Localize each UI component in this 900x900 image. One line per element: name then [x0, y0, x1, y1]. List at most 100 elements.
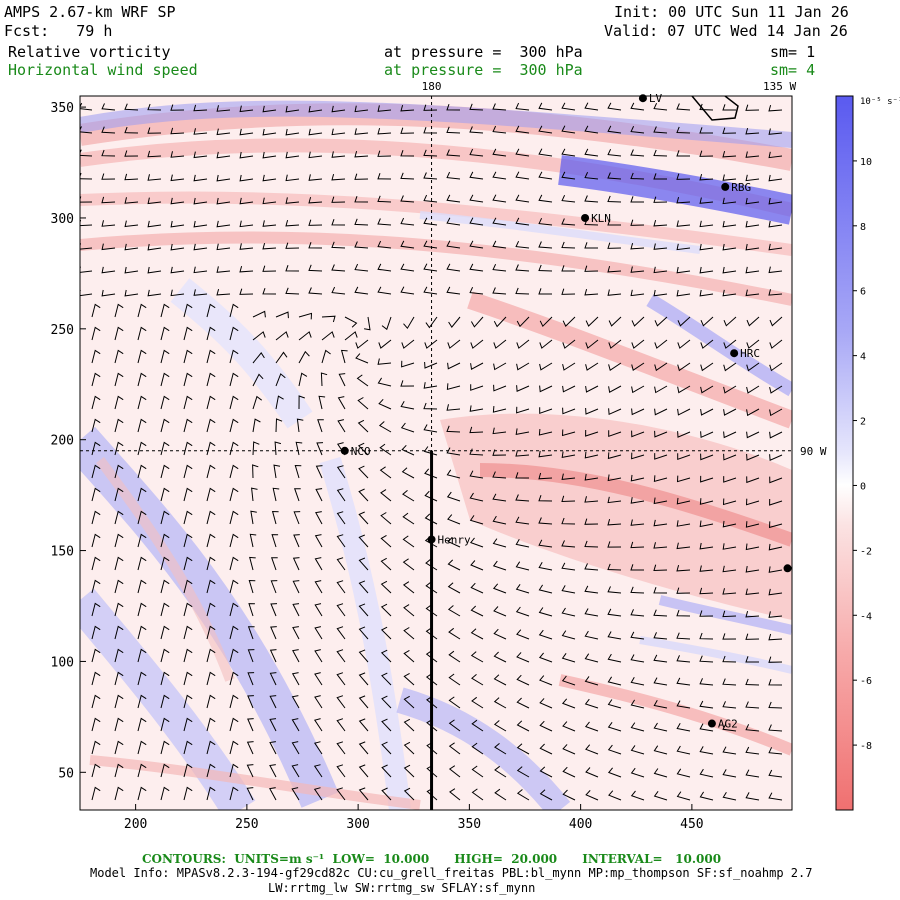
wind-barb — [745, 724, 760, 732]
wind-barb — [337, 396, 346, 410]
x-tick-label: 200 — [124, 817, 147, 832]
wind-barb — [722, 678, 737, 686]
wind-barb — [206, 510, 216, 525]
wind-barb — [492, 194, 507, 203]
wind-barb — [492, 560, 507, 571]
wind-barb — [380, 626, 392, 640]
wind-barb — [160, 763, 170, 778]
wind-barb — [183, 349, 193, 364]
wind-barb — [676, 196, 691, 204]
wind-barb — [160, 487, 170, 502]
wind-barb — [607, 586, 622, 594]
wind-barb — [745, 792, 760, 801]
wind-barb — [206, 487, 216, 502]
wind-barb — [585, 744, 599, 755]
wind-barb — [425, 627, 438, 640]
wind-barb — [229, 671, 239, 686]
wind-barb — [700, 362, 714, 372]
wind-barb — [206, 786, 216, 801]
wind-barb — [584, 102, 599, 111]
wind-barb — [101, 173, 116, 180]
wind-barb — [607, 125, 622, 134]
wind-barb — [137, 303, 147, 318]
wind-barb — [354, 105, 369, 113]
wind-barb — [446, 425, 461, 433]
station-dot — [340, 446, 349, 455]
wind-barb — [183, 648, 193, 663]
y-tick-label: 300 — [51, 212, 74, 227]
wind-barb — [630, 289, 645, 297]
wind-barb — [247, 718, 254, 732]
wind-barb — [423, 240, 438, 249]
wind-barb — [516, 406, 530, 414]
wind-barb — [80, 266, 93, 273]
wind-barb — [469, 426, 484, 434]
wind-barb — [538, 539, 553, 548]
wind-barb — [80, 149, 93, 157]
wind-barb — [700, 453, 714, 461]
wind-barb — [124, 197, 139, 204]
wind-barb — [447, 339, 461, 349]
wind-barb — [160, 786, 170, 801]
wind-barb — [607, 767, 622, 778]
wind-barb — [358, 580, 369, 594]
wind-barb — [183, 487, 193, 502]
wind-barb — [137, 648, 147, 663]
wind-barb — [699, 700, 714, 709]
wind-barb — [137, 395, 147, 410]
wind-barb — [562, 744, 576, 755]
wind-barb — [160, 510, 170, 525]
valid-time: Valid: 07 UTC Wed 14 Jan 26 — [604, 22, 848, 40]
wind-barb — [469, 263, 484, 272]
wind-barb — [515, 450, 530, 457]
wind-barb — [216, 220, 231, 228]
wind-barb — [403, 316, 415, 330]
wind-barb — [251, 487, 258, 502]
field2-name: Horizontal wind speed — [8, 61, 198, 79]
colorbar-label: -4 — [860, 611, 872, 622]
wind-barb — [722, 655, 737, 663]
wind-barb — [400, 172, 415, 180]
wind-barb — [170, 243, 185, 251]
wind-barb — [160, 556, 170, 571]
wind-barb — [331, 219, 346, 226]
wind-barb — [676, 220, 691, 227]
wind-barb — [699, 289, 714, 297]
wind-barb — [269, 741, 277, 755]
wind-barb — [768, 174, 783, 182]
wind-barb — [676, 126, 691, 134]
wind-barb — [114, 717, 124, 732]
wind-barb — [630, 790, 645, 801]
wind-barb — [379, 466, 392, 479]
wind-barb — [653, 126, 668, 134]
wind-barb — [493, 316, 507, 328]
wind-barb — [608, 339, 622, 349]
wind-barb — [137, 671, 147, 686]
wind-barb — [239, 174, 254, 182]
wind-barb — [170, 104, 185, 111]
wind-barb — [538, 288, 552, 295]
wind-barb — [585, 362, 599, 371]
wind-barb — [314, 695, 323, 709]
wind-barb — [677, 408, 691, 416]
wind-barb — [91, 372, 101, 387]
wind-barb — [160, 303, 170, 318]
wind-barb — [446, 126, 461, 134]
wind-barb — [252, 464, 259, 479]
wind-barb — [745, 289, 760, 297]
wind-barb — [331, 196, 346, 203]
wind-barb — [308, 219, 323, 226]
wind-barb — [331, 264, 346, 272]
y-tick-label: 200 — [51, 434, 74, 449]
wind-barb — [101, 103, 116, 111]
wind-barb — [321, 349, 331, 364]
wind-barb — [745, 266, 760, 274]
colorbar-ticks: 10 8 6 4 2 0 -2 -4 -6 -8 — [853, 157, 872, 752]
wind-barb — [336, 672, 346, 686]
wind-barb — [722, 633, 737, 640]
wind-barb — [722, 543, 737, 550]
wind-barb — [137, 487, 147, 502]
wind-barb — [699, 542, 714, 550]
x-axis: 200 250 300 350 400 450 — [124, 804, 704, 832]
wind-barb — [338, 373, 346, 387]
